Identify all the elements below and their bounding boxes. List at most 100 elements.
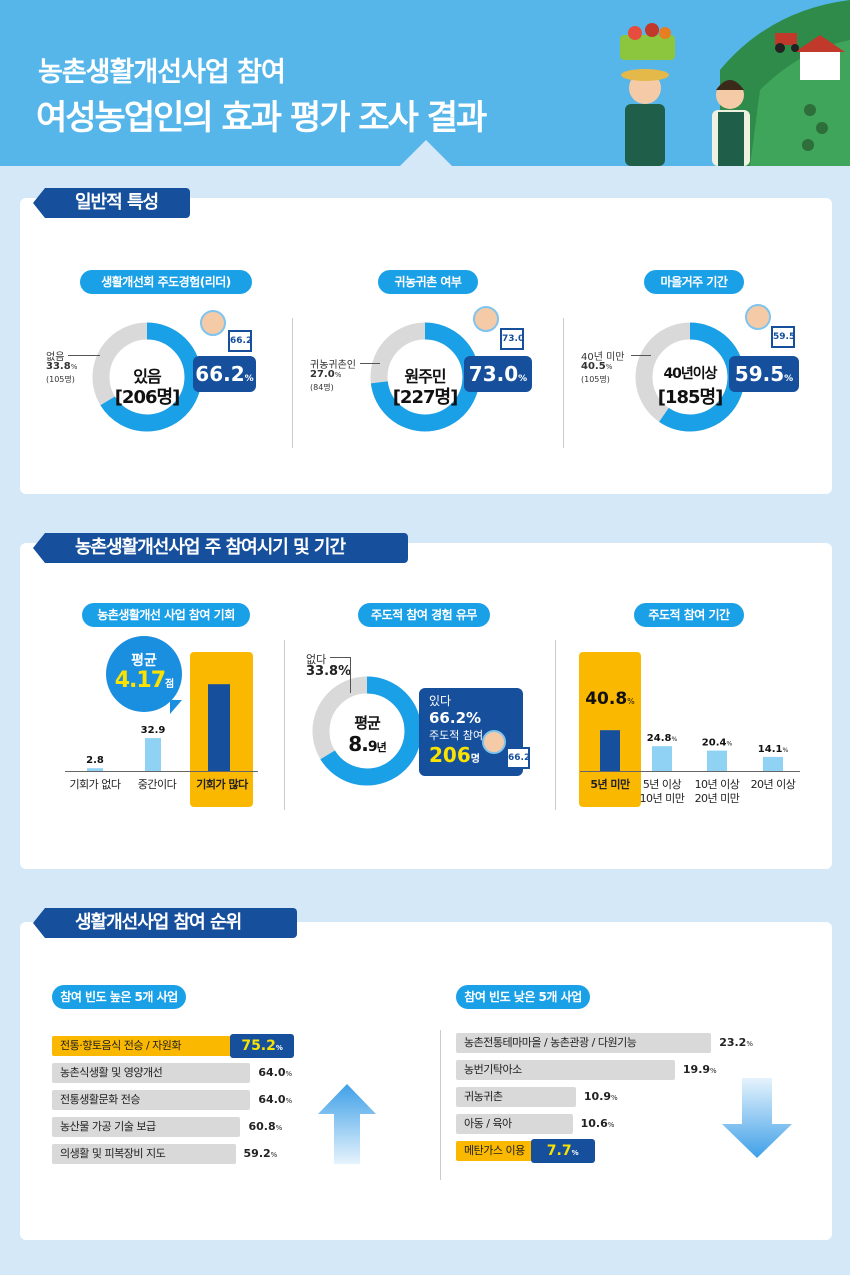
x-tick-label: 중간이다 bbox=[137, 778, 177, 791]
bar-2 bbox=[208, 684, 230, 771]
bar-value-label: 2.8 bbox=[86, 755, 104, 766]
side-count: (105명) bbox=[581, 375, 610, 384]
rank-value: 19.9% bbox=[682, 1063, 717, 1076]
divider bbox=[284, 640, 285, 810]
donut-center-count: [206명] bbox=[114, 387, 181, 408]
bar-value-label: 20.4% bbox=[702, 738, 733, 749]
farmer-avatar-icon bbox=[745, 304, 771, 330]
side-value: 40.5 bbox=[581, 361, 606, 372]
chart-pill-label: 귀농귀촌 여부 bbox=[378, 270, 478, 294]
average-unit: 점 bbox=[165, 679, 174, 690]
rank-row: 전통생활문화 전승 64.0% bbox=[52, 1090, 372, 1112]
bar-value-label: 32.9 bbox=[141, 725, 166, 736]
avg-years-dec: 9 bbox=[367, 739, 378, 755]
badge-value: 66.2 bbox=[195, 362, 245, 386]
bar-0 bbox=[87, 768, 103, 771]
bar-value-label: 14.1% bbox=[758, 744, 789, 755]
rank-row: 농촌전통테마마을 / 농촌관광 / 다원기능 23.2% bbox=[456, 1033, 776, 1055]
rank-bar: 귀농귀촌 bbox=[456, 1087, 576, 1107]
rank-bar: 농촌전통테마마을 / 농촌관광 / 다원기능 bbox=[456, 1033, 712, 1053]
donut-chart-leader: 생활개선회 주도경험(리더) 있음 [206명] 없음 33.8% (105명)… bbox=[20, 260, 292, 460]
rank-row: 농촌식생활 및 영양개선 64.0% bbox=[52, 1063, 372, 1085]
lead-label: 주도적 참여 bbox=[429, 729, 484, 742]
section-tag-participation: 농촌생활개선사업 주 참여시기 및 기간 bbox=[33, 533, 408, 563]
side-count: (84명) bbox=[310, 383, 334, 392]
leader-line bbox=[360, 363, 380, 364]
side-value: 27.0 bbox=[310, 369, 335, 380]
rank-row: 전통·향토음식 전승 / 자원화 75.2% bbox=[52, 1034, 372, 1058]
score-card-icon: 73.0 bbox=[500, 328, 524, 350]
x-tick-label: 5년 미만 bbox=[590, 778, 630, 791]
period-bar-chart: 40.8% 24.8% 20.4% 14.1% bbox=[585, 689, 789, 771]
lead-value: 206 bbox=[429, 743, 471, 767]
x-tick-label: 20년 이상 bbox=[750, 778, 796, 791]
rank-value: 64.0% bbox=[258, 1066, 293, 1079]
leader-line bbox=[330, 657, 350, 658]
rank-row: 메탄가스 이용 7.7% bbox=[456, 1139, 776, 1163]
rank-bar: 농촌식생활 및 영양개선 bbox=[52, 1063, 251, 1083]
x-axis bbox=[65, 771, 258, 772]
donut-center-count: [227명] bbox=[392, 387, 459, 408]
badge-unit: % bbox=[244, 374, 254, 384]
rank-value: 10.9% bbox=[583, 1090, 618, 1103]
x-tick-label: 기회가 없다 bbox=[69, 778, 121, 791]
none-label: 없다 bbox=[306, 653, 327, 666]
farmer-avatar-icon bbox=[473, 306, 499, 332]
score-card-icon: 59.5 bbox=[771, 326, 795, 348]
divider bbox=[292, 318, 293, 448]
badge-value: 59.5 bbox=[734, 362, 785, 386]
donut-chart-return-farm: 귀농귀촌 여부 원주민 [227명] 귀농귀촌인 27.0% (84명) 73.… bbox=[292, 260, 563, 460]
chart-pill-label: 주도적 참여 기간 bbox=[634, 603, 744, 627]
side-unit: % bbox=[70, 363, 78, 371]
bar-3 bbox=[763, 756, 783, 771]
none-value: 33.8% bbox=[306, 664, 352, 679]
average-value: 4.17점 bbox=[106, 668, 182, 693]
donut-center-label: 평균 bbox=[354, 714, 381, 732]
average-bubble bbox=[106, 636, 182, 712]
yes-value: 66.2% bbox=[429, 709, 482, 727]
rank-value: 60.8% bbox=[248, 1120, 283, 1133]
highlight-column bbox=[579, 652, 641, 807]
avg-years-int: 8. bbox=[348, 732, 368, 756]
section-tag-ranking: 생활개선사업 참여 순위 bbox=[33, 908, 297, 938]
section-tag-general: 일반적 특성 bbox=[33, 188, 190, 218]
leader-line bbox=[350, 657, 351, 693]
page-subtitle: 농촌생활개선사업 참여 bbox=[38, 57, 286, 88]
percent-badge: 59.5% bbox=[729, 356, 799, 392]
bar-value-label: 24.8% bbox=[647, 733, 678, 744]
chart-pill-label: 참여 빈도 낮은 5개 사업 bbox=[456, 985, 590, 1009]
rank-row: 귀농귀촌 10.9% bbox=[456, 1087, 776, 1109]
x-tick-label: 10년 이상 20년 미만 bbox=[694, 778, 740, 805]
rank-row: 농산물 가공 기술 보급 60.8% bbox=[52, 1117, 372, 1139]
side-value: 33.8 bbox=[46, 361, 71, 372]
page-title: 여성농업인의 효과 평가 조사 결과 bbox=[36, 98, 487, 138]
leadership-donut bbox=[312, 676, 422, 786]
rank-bar: 아동 / 육아 bbox=[456, 1114, 573, 1134]
side-label: 없음 bbox=[46, 352, 65, 363]
score-card-icon: 66.2 bbox=[506, 747, 530, 769]
rank-row: 아동 / 육아 10.6% bbox=[456, 1114, 776, 1136]
leadership-badge: 있다 66.2% 주도적 참여 206명 bbox=[419, 688, 523, 776]
side-unit: % bbox=[334, 371, 342, 379]
rank-value: 10.6% bbox=[580, 1117, 615, 1130]
rank-row: 의생활 및 피복장비 지도 59.2% bbox=[52, 1144, 372, 1166]
rank-bar: 농번기탁아소 bbox=[456, 1060, 675, 1080]
bar-value-label: 40.8% bbox=[585, 689, 635, 709]
rank-bar: 의생활 및 피복장비 지도 bbox=[52, 1144, 236, 1164]
rank-highlight-badge: 7.7% bbox=[530, 1139, 595, 1163]
bar-1 bbox=[145, 738, 161, 771]
donut-center-label: 40년이상 bbox=[663, 366, 717, 382]
x-tick-label: 5년 이상 10년 미만 bbox=[639, 778, 685, 805]
badge-unit: % bbox=[518, 374, 528, 384]
donut-center-label: 원주민 bbox=[404, 367, 446, 386]
bubble-tail bbox=[170, 700, 182, 714]
chart-pill-label: 주도적 참여 경험 유무 bbox=[358, 603, 490, 627]
percent-badge: 66.2% bbox=[193, 356, 256, 392]
x-tick-label: 기회가 많다 bbox=[196, 778, 248, 791]
donut-center-label: 있음 bbox=[133, 367, 161, 386]
bar-1 bbox=[652, 746, 672, 771]
section-general-card bbox=[20, 198, 832, 494]
arrow-down-icon bbox=[722, 1078, 792, 1158]
chart-pill-label: 마을거주 기간 bbox=[644, 270, 744, 294]
rank-bar: 전통생활문화 전승 bbox=[52, 1090, 251, 1110]
